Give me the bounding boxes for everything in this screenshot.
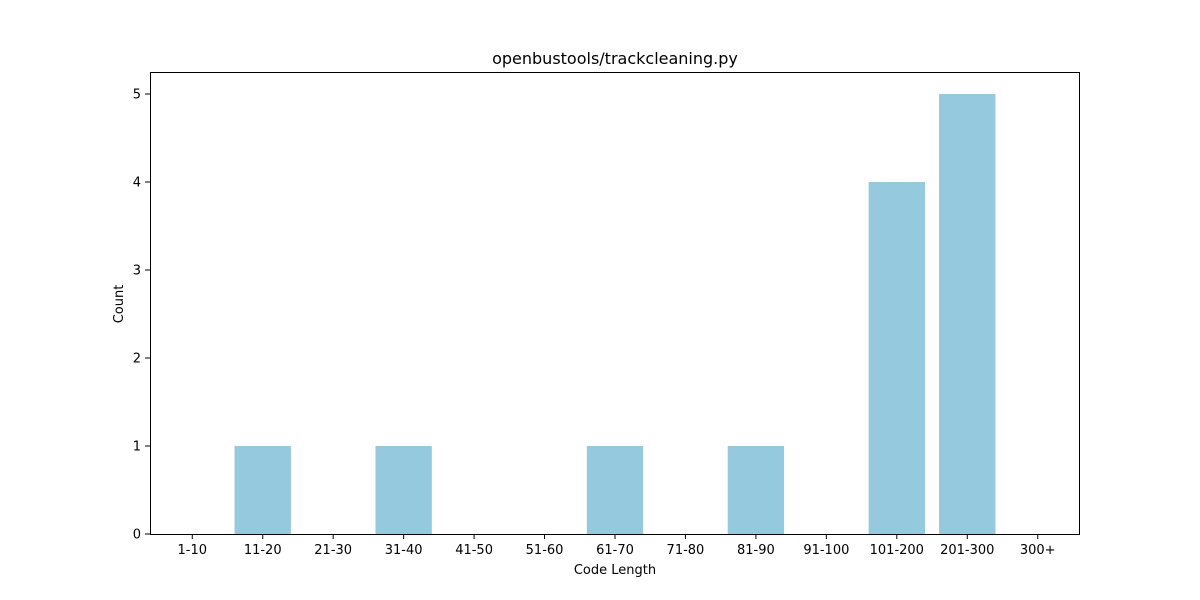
x-axis: 1-10 11-20 21-30 31-40 41-50 51-60 61-70 71-80 8…	[178, 534, 1056, 558]
x-tick-label: 11-20	[244, 543, 282, 558]
x-tick-label: 51-60	[526, 543, 564, 558]
chart-title: openbustools/trackcleaning.py	[492, 49, 738, 68]
bar-61-70	[586, 446, 644, 534]
y-tick-label: 2	[133, 352, 141, 367]
bars-group	[234, 94, 996, 534]
x-tick-label: 21-30	[314, 543, 352, 558]
x-axis-label: Code Length	[574, 563, 656, 578]
x-tick-label: 71-80	[667, 543, 705, 558]
x-tick-label: 1-10	[178, 543, 208, 558]
y-axis: 0 1 2 3 4 5	[133, 88, 150, 543]
x-tick-label: 61-70	[596, 543, 634, 558]
x-tick-label: 31-40	[385, 543, 423, 558]
bar-11-20	[234, 446, 291, 534]
y-tick-label: 5	[133, 88, 141, 103]
x-tick-label: 201-300	[940, 543, 994, 558]
x-tick-label: 91-100	[803, 543, 849, 558]
y-tick-label: 4	[133, 176, 141, 191]
bar-101-200	[868, 182, 925, 534]
y-tick-label: 0	[133, 528, 141, 543]
bar-31-40	[375, 446, 432, 534]
y-axis-label: Count	[112, 285, 127, 324]
x-tick-label: 300+	[1020, 543, 1056, 558]
x-tick-label: 101-200	[870, 543, 924, 558]
bar-201-300	[939, 94, 996, 534]
x-tick-label: 41-50	[455, 543, 493, 558]
y-tick-label: 1	[133, 440, 141, 455]
x-tick-label: 81-90	[737, 543, 775, 558]
bar-81-90	[727, 446, 785, 534]
y-tick-label: 3	[133, 264, 141, 279]
